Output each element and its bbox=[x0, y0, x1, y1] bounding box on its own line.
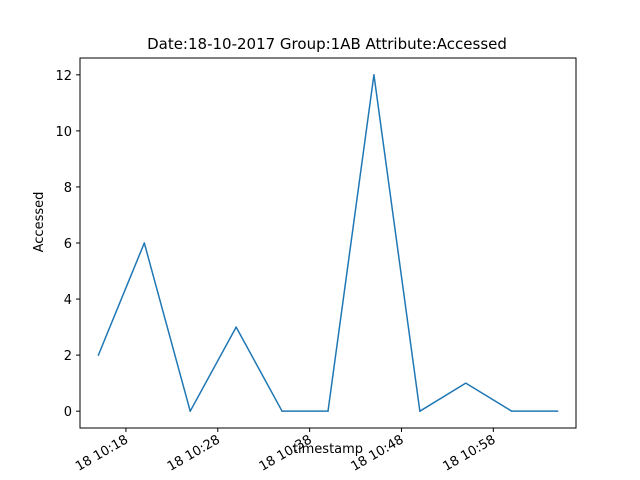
data-point bbox=[97, 354, 100, 356]
data-point bbox=[327, 410, 329, 412]
x-tick-label: 18 10:58 bbox=[440, 432, 498, 474]
y-tick-label: 8 bbox=[64, 181, 72, 196]
data-point bbox=[189, 410, 191, 412]
data-point bbox=[556, 410, 559, 412]
x-axis-label: timestamp bbox=[293, 442, 363, 457]
y-tick-label: 2 bbox=[64, 349, 72, 364]
chart-title: Date:18-10-2017 Group:1AB Attribute:Acce… bbox=[147, 35, 507, 53]
y-tick-label: 6 bbox=[64, 237, 72, 252]
y-axis-label: Accessed bbox=[32, 192, 47, 253]
data-point bbox=[235, 326, 237, 328]
data-point bbox=[373, 74, 375, 76]
y-tick-label: 0 bbox=[64, 405, 72, 420]
x-tick-label: 18 10:28 bbox=[165, 432, 223, 474]
y-tick-label: 12 bbox=[55, 69, 72, 84]
data-point bbox=[419, 410, 421, 412]
data-point bbox=[510, 410, 513, 412]
y-tick-label: 10 bbox=[55, 125, 72, 140]
data-point bbox=[281, 410, 283, 412]
y-tick-label: 4 bbox=[64, 293, 72, 308]
x-tick-label: 18 10:18 bbox=[73, 432, 131, 474]
data-point bbox=[465, 382, 467, 384]
plot-area bbox=[80, 58, 576, 428]
data-point bbox=[143, 242, 146, 244]
plot-frame bbox=[79, 57, 577, 429]
